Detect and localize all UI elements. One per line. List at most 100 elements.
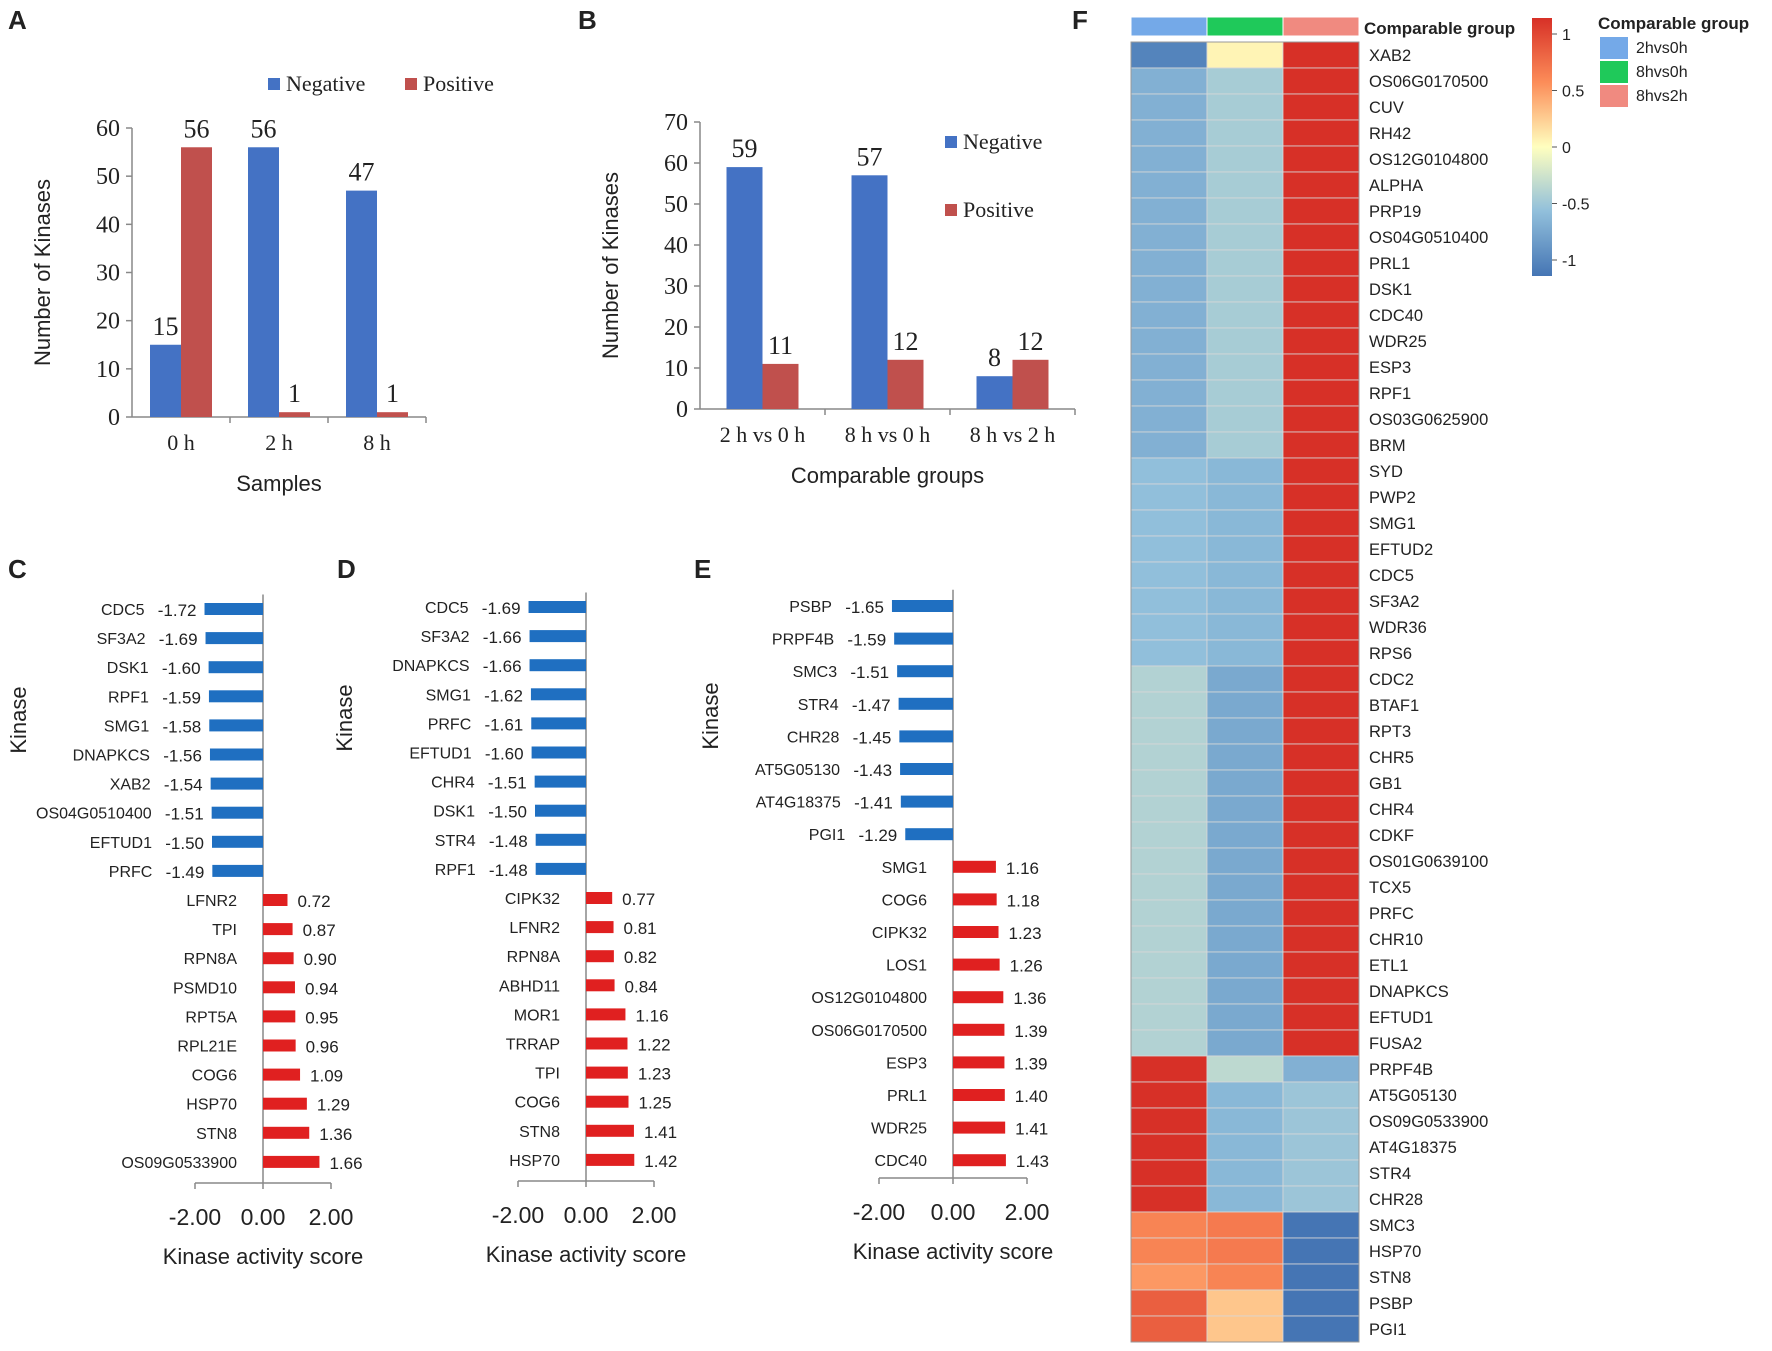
heatmap-cell — [1130, 1081, 1208, 1109]
chart-c-x-tick-label: 2.00 — [309, 1204, 354, 1230]
chart-b-y-axis-title: Number of Kinases — [598, 172, 623, 359]
chart-c-bar-xab2 — [210, 777, 263, 790]
chart-b-data-label: 11 — [768, 331, 793, 360]
heatmap-cell — [1282, 613, 1360, 641]
heatmap-cell — [1130, 353, 1208, 381]
heatmap-row-label: XAB2 — [1369, 47, 1411, 65]
heatmap-cell — [1282, 249, 1360, 277]
chart-a-y-axis-title: Number of Kinases — [30, 179, 55, 366]
heatmap-row-label: OS01G0639100 — [1369, 853, 1488, 871]
chart-b-data-label: 59 — [732, 134, 758, 163]
chart-e-value-label: -1.41 — [854, 794, 893, 813]
heatmap-cell — [1282, 483, 1360, 511]
chart-a-x-tick-label: 8 h — [363, 430, 391, 455]
chart-c-value-label: 1.36 — [319, 1125, 352, 1144]
chart-e-value-label: 1.39 — [1014, 1022, 1047, 1041]
chart-e-kinase-label: OS06G0170500 — [811, 1023, 927, 1040]
chart-d-value-label: -1.62 — [484, 686, 523, 705]
chart-b-x-tick-label: 2 h vs 0 h — [720, 422, 806, 447]
chart-c-panel-label: C — [8, 554, 27, 584]
chart-e-value-label: 1.18 — [1007, 891, 1040, 910]
chart-c-value-label: 0.72 — [297, 892, 330, 911]
heatmap-cell — [1130, 1263, 1208, 1291]
chart-d-kinase-label: DNAPKCS — [392, 658, 469, 675]
chart-b-legend-swatch — [945, 136, 957, 148]
chart-d-value-label: -1.48 — [489, 832, 528, 851]
heatmap-cell — [1130, 847, 1208, 875]
heatmap-cell — [1206, 93, 1284, 121]
chart-c-bar-os09g0533900 — [263, 1155, 320, 1168]
chart-e-kinase-label: PSBP — [789, 599, 832, 616]
chart-d-bar-trrap — [586, 1037, 628, 1050]
heatmap-cell — [1282, 119, 1360, 147]
heatmap-cell — [1130, 587, 1208, 615]
heatmap-cell — [1282, 223, 1360, 251]
chart-d-bar-cipk32 — [586, 892, 613, 904]
chart-c-value-label: -1.58 — [163, 717, 202, 736]
heatmap-row-label: OS06G0170500 — [1369, 73, 1488, 91]
heatmap-cell — [1206, 301, 1284, 329]
heatmap-cell — [1282, 977, 1360, 1005]
chart-d-bar-cdc5 — [528, 601, 586, 613]
chart-c-value-label: 0.96 — [306, 1038, 339, 1057]
heatmap-row-label: BTAF1 — [1369, 697, 1419, 715]
heatmap-cell — [1282, 1315, 1360, 1343]
chart-e-bar-pgi1 — [905, 828, 953, 841]
chart-e-value-label: -1.29 — [859, 826, 898, 845]
chart-e-bar-at5g05130 — [900, 763, 953, 775]
chart-a-y-tick-label: 0 — [108, 405, 120, 431]
heatmap-cell — [1206, 717, 1284, 745]
heatmap-cell — [1282, 327, 1360, 355]
chart-c-kinase-label: EFTUD1 — [90, 835, 152, 852]
chart-a-bar-negative — [248, 147, 279, 417]
chart-c-value-label: -1.59 — [162, 688, 201, 707]
heatmap-cell — [1282, 1185, 1360, 1213]
heatmap-cell — [1130, 509, 1208, 537]
chart-e-kinase-label: CIPK32 — [872, 925, 927, 942]
chart-d-value-label: 1.25 — [639, 1094, 672, 1113]
colorbar-tick-label: 0.5 — [1562, 84, 1584, 101]
heatmap-cell — [1206, 1133, 1284, 1161]
heatmap-cell — [1282, 431, 1360, 459]
heatmap-cell — [1282, 93, 1360, 121]
chart-e-kinase-label: CDC40 — [875, 1153, 928, 1170]
chart-e-kinase-label: CHR28 — [787, 729, 840, 746]
heatmap-cell — [1206, 691, 1284, 719]
heatmap-cell — [1130, 1133, 1208, 1161]
heatmap-cell — [1130, 249, 1208, 277]
chart-d-bar-sf3a2 — [529, 630, 586, 643]
chart-a-y-tick-label: 20 — [96, 309, 120, 335]
chart-d-x-tick-label: 2.00 — [632, 1202, 677, 1228]
chart-b-y-tick-label: 0 — [676, 397, 688, 423]
heatmap-row-label: CHR4 — [1369, 801, 1414, 819]
chart-b-data-label: 57 — [857, 142, 883, 171]
chart-e-value-label: 1.41 — [1015, 1120, 1048, 1139]
heatmap-row-label: CDC2 — [1369, 671, 1414, 689]
chart-a-y-tick-label: 10 — [96, 357, 120, 383]
heatmap-row-label: STR4 — [1369, 1165, 1411, 1183]
chart-d-bar-str4 — [535, 833, 586, 846]
heatmap-cell — [1130, 145, 1208, 173]
heatmap-cell — [1130, 561, 1208, 589]
heatmap-cell — [1282, 847, 1360, 875]
heatmap-row-label: SMG1 — [1369, 515, 1416, 533]
heatmap-cell — [1130, 1237, 1208, 1265]
chart-a-data-label: 47 — [349, 158, 375, 187]
chart-d-bar-rpf1 — [535, 862, 586, 875]
heatmap-cell — [1206, 847, 1284, 875]
heatmap-cell — [1206, 639, 1284, 667]
heatmap-legend-title: Comparable group — [1598, 14, 1749, 33]
heatmap-cell — [1206, 795, 1284, 823]
heatmap-cell — [1282, 769, 1360, 797]
chart-a-data-label: 1 — [386, 379, 399, 408]
colorbar-tick-label: -0.5 — [1562, 197, 1590, 214]
heatmap-row-label: DNAPKCS — [1369, 983, 1449, 1001]
colorbar-tick-label: 0 — [1562, 140, 1571, 157]
heatmap-cell — [1130, 691, 1208, 719]
chart-e-value-label: -1.59 — [847, 631, 886, 650]
chart-e-value-label: 1.26 — [1010, 957, 1043, 976]
heatmap-row-label: CHR28 — [1369, 1191, 1423, 1209]
heatmap-cell — [1282, 301, 1360, 329]
chart-e-kinase-label: PGI1 — [809, 827, 846, 844]
chart-d-kinase-label: DSK1 — [433, 804, 475, 821]
